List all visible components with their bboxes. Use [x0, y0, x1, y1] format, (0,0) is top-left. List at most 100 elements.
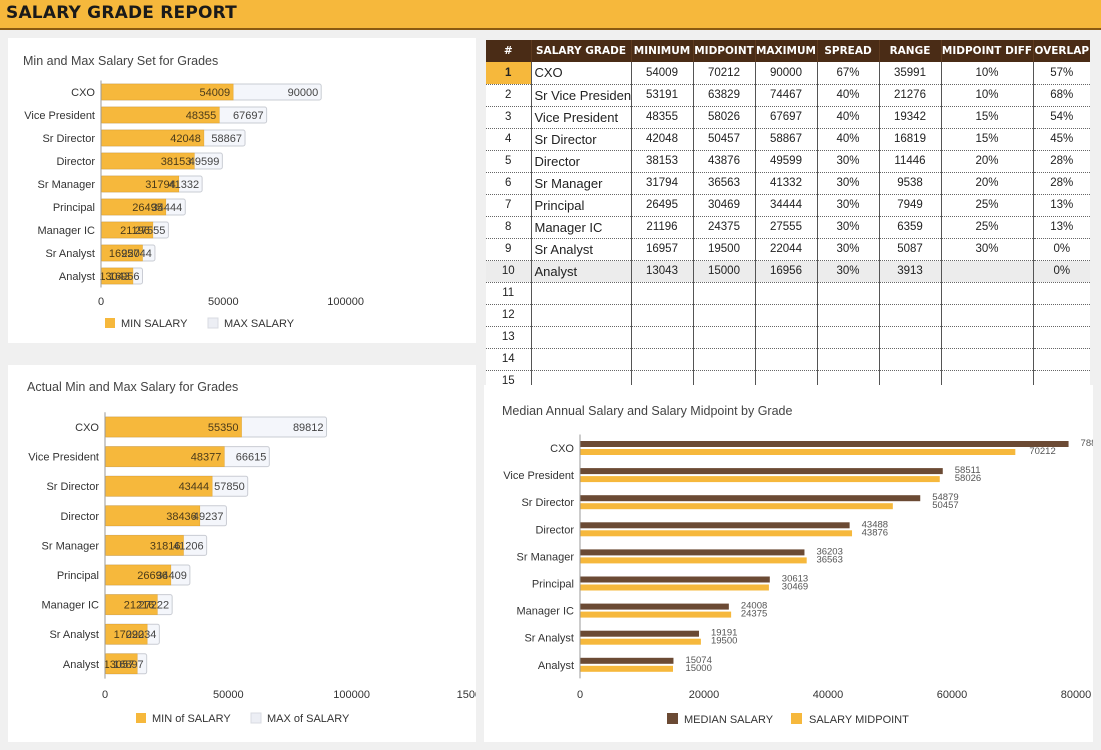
- table-cell[interactable]: [879, 304, 942, 327]
- table-row[interactable]: 14: [486, 348, 1090, 371]
- table-cell[interactable]: 48355: [631, 106, 694, 129]
- table-cell[interactable]: [693, 304, 756, 327]
- table-cell[interactable]: 34444: [755, 194, 818, 217]
- table-cell[interactable]: [1033, 348, 1090, 371]
- table-cell[interactable]: [755, 304, 818, 327]
- table-cell[interactable]: 58867: [755, 128, 818, 151]
- table-cell[interactable]: 20%: [941, 150, 1034, 173]
- table-cell[interactable]: 30%: [817, 238, 880, 261]
- table-cell[interactable]: [941, 304, 1034, 327]
- grade-name-cell[interactable]: Sr Manager: [531, 172, 632, 195]
- grade-name-cell[interactable]: Principal: [531, 194, 632, 217]
- table-cell[interactable]: 30%: [817, 194, 880, 217]
- table-cell[interactable]: 0%: [1033, 238, 1090, 261]
- table-cell[interactable]: [631, 282, 694, 305]
- table-cell[interactable]: 30%: [817, 260, 880, 283]
- table-cell[interactable]: 58026: [693, 106, 756, 129]
- table-row[interactable]: 8 Manager IC 21196 24375 27555 30% 6359 25% 13%: [486, 216, 1090, 239]
- table-cell[interactable]: 41332: [755, 172, 818, 195]
- table-cell[interactable]: [879, 326, 942, 349]
- table-cell[interactable]: [817, 348, 880, 371]
- table-cell[interactable]: [1033, 282, 1090, 305]
- table-cell[interactable]: 21196: [631, 216, 694, 239]
- table-cell[interactable]: 63829: [693, 84, 756, 107]
- table-cell[interactable]: [693, 282, 756, 305]
- table-cell[interactable]: 50457: [693, 128, 756, 151]
- table-cell[interactable]: 28%: [1033, 150, 1090, 173]
- table-cell[interactable]: [693, 348, 756, 371]
- table-cell[interactable]: 35991: [879, 62, 942, 85]
- table-cell[interactable]: 3913: [879, 260, 942, 283]
- table-cell[interactable]: 5087: [879, 238, 942, 261]
- table-row[interactable]: 10 Analyst 13043 15000 16956 30% 3913 0%: [486, 260, 1090, 283]
- table-cell[interactable]: 16956: [755, 260, 818, 283]
- table-cell[interactable]: 26495: [631, 194, 694, 217]
- table-cell[interactable]: [817, 282, 880, 305]
- table-cell[interactable]: [631, 304, 694, 327]
- table-cell[interactable]: 43876: [693, 150, 756, 173]
- table-cell[interactable]: 20%: [941, 172, 1034, 195]
- grade-name-cell[interactable]: Sr Vice President: [531, 84, 632, 107]
- row-index-cell[interactable]: 2: [486, 84, 532, 107]
- row-index-cell[interactable]: 5: [486, 150, 532, 173]
- table-cell[interactable]: 28%: [1033, 172, 1090, 195]
- table-cell[interactable]: 30%: [941, 238, 1034, 261]
- row-index-cell[interactable]: 7: [486, 194, 532, 217]
- grade-name-cell[interactable]: Sr Director: [531, 128, 632, 151]
- table-cell[interactable]: 13%: [1033, 216, 1090, 239]
- grade-name-cell[interactable]: Manager IC: [531, 216, 632, 239]
- table-cell[interactable]: 27555: [755, 216, 818, 239]
- table-row[interactable]: 6 Sr Manager 31794 36563 41332 30% 9538 20% 28%: [486, 172, 1090, 195]
- table-row[interactable]: 5 Director 38153 43876 49599 30% 11446 20% 28%: [486, 150, 1090, 173]
- table-cell[interactable]: 74467: [755, 84, 818, 107]
- table-cell[interactable]: [693, 326, 756, 349]
- table-cell[interactable]: 15%: [941, 106, 1034, 129]
- row-index-cell[interactable]: 4: [486, 128, 532, 151]
- table-cell[interactable]: 10%: [941, 62, 1034, 85]
- table-cell[interactable]: 70212: [693, 62, 756, 85]
- table-cell[interactable]: [817, 326, 880, 349]
- table-row[interactable]: 3 Vice President 48355 58026 67697 40% 19342 15…: [486, 106, 1090, 129]
- table-row[interactable]: 12: [486, 304, 1090, 327]
- table-cell[interactable]: 24375: [693, 216, 756, 239]
- grade-name-cell[interactable]: Sr Analyst: [531, 238, 632, 261]
- table-row[interactable]: 9 Sr Analyst 16957 19500 22044 30% 5087 30% 0%: [486, 238, 1090, 261]
- table-cell[interactable]: [941, 348, 1034, 371]
- table-cell[interactable]: 49599: [755, 150, 818, 173]
- table-cell[interactable]: 6359: [879, 216, 942, 239]
- table-cell[interactable]: [817, 304, 880, 327]
- table-cell[interactable]: 15%: [941, 128, 1034, 151]
- table-cell[interactable]: 13%: [1033, 194, 1090, 217]
- table-cell[interactable]: 54%: [1033, 106, 1090, 129]
- table-cell[interactable]: 67%: [817, 62, 880, 85]
- table-cell[interactable]: 25%: [941, 216, 1034, 239]
- table-cell[interactable]: [631, 326, 694, 349]
- table-cell[interactable]: 0%: [1033, 260, 1090, 283]
- table-cell[interactable]: 30%: [817, 216, 880, 239]
- table-cell[interactable]: 57%: [1033, 62, 1090, 85]
- table-cell[interactable]: 25%: [941, 194, 1034, 217]
- grade-name-cell[interactable]: Analyst: [531, 260, 632, 283]
- row-index-cell[interactable]: 8: [486, 216, 532, 239]
- table-cell[interactable]: 16819: [879, 128, 942, 151]
- table-cell[interactable]: 7949: [879, 194, 942, 217]
- table-row[interactable]: 13: [486, 326, 1090, 349]
- table-cell[interactable]: 11446: [879, 150, 942, 173]
- grade-name-cell[interactable]: [531, 304, 632, 327]
- table-cell[interactable]: [941, 282, 1034, 305]
- table-cell[interactable]: 40%: [817, 128, 880, 151]
- table-cell[interactable]: 13043: [631, 260, 694, 283]
- table-row[interactable]: 11: [486, 282, 1090, 305]
- table-cell[interactable]: 30469: [693, 194, 756, 217]
- table-cell[interactable]: 53191: [631, 84, 694, 107]
- row-index-cell[interactable]: 13: [486, 326, 532, 349]
- table-cell[interactable]: 68%: [1033, 84, 1090, 107]
- row-index-cell[interactable]: 6: [486, 172, 532, 195]
- table-cell[interactable]: 21276: [879, 84, 942, 107]
- table-cell[interactable]: 30%: [817, 150, 880, 173]
- table-cell[interactable]: [755, 326, 818, 349]
- table-cell[interactable]: 10%: [941, 84, 1034, 107]
- table-cell[interactable]: 15000: [693, 260, 756, 283]
- table-cell[interactable]: 67697: [755, 106, 818, 129]
- table-cell[interactable]: 38153: [631, 150, 694, 173]
